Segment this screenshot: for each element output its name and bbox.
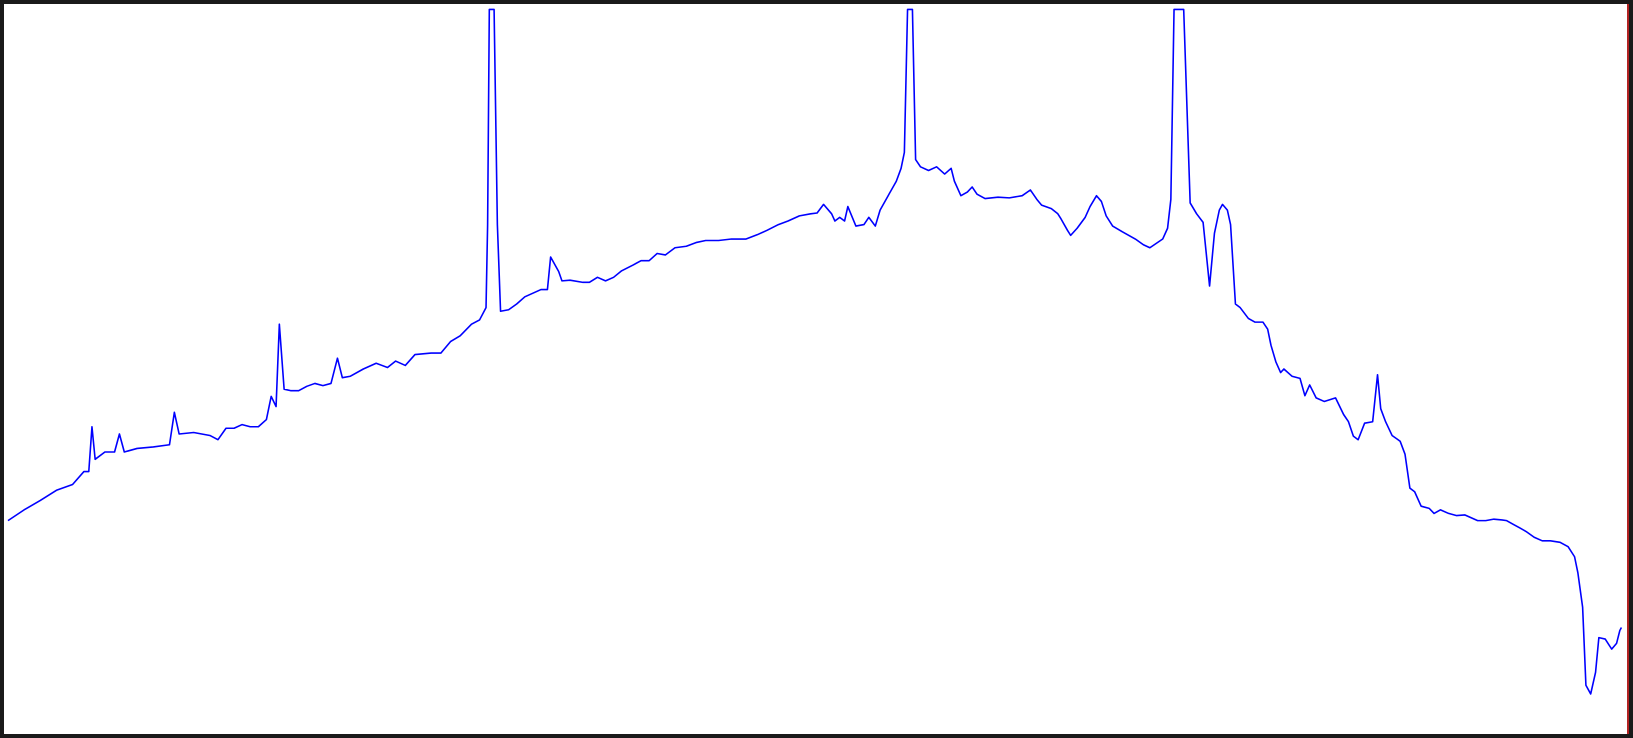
spectrum-chart — [7, 8, 1623, 695]
spectrum-line — [7, 8, 1623, 695]
